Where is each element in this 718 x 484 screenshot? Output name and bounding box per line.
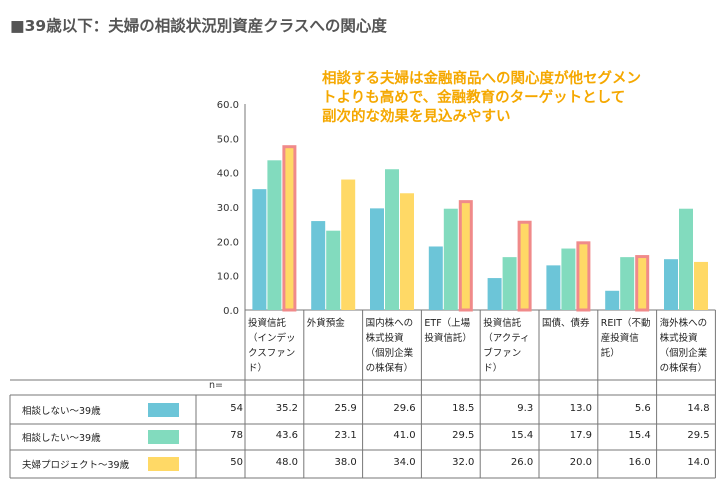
value-cell: 41.0 (393, 430, 416, 441)
value-cell: 32.0 (452, 457, 475, 468)
value-cell: 34.0 (393, 457, 416, 468)
category-label: 外貨預金 (306, 318, 345, 329)
bar (664, 259, 678, 310)
bar (282, 145, 297, 312)
n-value: 78 (230, 430, 243, 441)
callout-line: 相談する夫婦は金融商品への関心度が他セグメン (322, 71, 641, 87)
legend-label: 相談しない〜39歳 (22, 405, 101, 417)
value-cell: 23.1 (334, 430, 357, 441)
bar (635, 255, 650, 312)
y-tick-label: 0.0 (223, 306, 239, 317)
value-cell: 43.6 (275, 430, 298, 441)
bar (620, 257, 635, 310)
value-cell: 14.8 (687, 402, 710, 414)
bar (370, 208, 384, 310)
category-label: 投資信託 （アクティ ブファン ド） (483, 318, 530, 374)
value-cell: 15.4 (510, 430, 534, 441)
value-cell: 29.5 (687, 430, 710, 441)
bar (341, 179, 356, 310)
bar (385, 169, 399, 310)
y-tick-label: 10.0 (217, 272, 239, 283)
category-label: 国債、債券 (542, 318, 590, 329)
n-value: 54 (230, 402, 243, 414)
value-cell: 35.2 (275, 402, 298, 414)
bar (561, 248, 576, 310)
legend-label: 相談したい〜39歳 (22, 433, 101, 444)
bar (267, 160, 282, 310)
bar (252, 189, 267, 310)
y-tick-label: 50.0 (217, 134, 239, 145)
value-cell: 25.9 (334, 402, 357, 414)
bar (576, 241, 591, 312)
legend-swatch (148, 402, 179, 417)
bar (605, 290, 620, 310)
value-cell: 38.0 (334, 457, 357, 468)
value-cell: 14.0 (687, 457, 710, 468)
callout-line: トよりも高めで、金融教育のターゲットとして (322, 90, 626, 106)
y-tick-label: 40.0 (217, 169, 239, 180)
category-label: 投資信託 （インデッ クスファン ド） (248, 318, 296, 374)
bar (517, 220, 532, 312)
n-label: n= (209, 380, 223, 391)
value-cell: 29.6 (393, 402, 416, 414)
value-cell: 20.0 (569, 457, 592, 468)
bar (546, 265, 561, 310)
y-tick-label: 30.0 (217, 203, 239, 214)
value-cell: 17.9 (569, 430, 592, 441)
bar (502, 257, 517, 310)
bar (428, 246, 443, 310)
y-tick-label: 60.0 (217, 100, 239, 111)
category-label: ETF（上場 投資信託） (424, 318, 472, 344)
value-cell: 29.5 (452, 430, 475, 441)
bar (400, 193, 414, 310)
value-cell: 16.0 (628, 457, 651, 468)
value-cell: 18.5 (452, 402, 475, 414)
legend-swatch (148, 430, 179, 444)
bar (326, 230, 341, 310)
value-cell: 13.0 (569, 402, 592, 414)
value-cell: 5.6 (634, 402, 651, 414)
legend-label: 夫婦プロジェクト〜39歳 (22, 460, 130, 471)
value-cell: 48.0 (275, 457, 298, 468)
value-cell: 26.0 (510, 457, 534, 468)
legend-swatch (148, 457, 179, 471)
category-label: REIT（不動 産投資信 託） (600, 318, 651, 359)
bar (458, 200, 473, 312)
bar (311, 221, 326, 310)
value-cell: 15.4 (628, 430, 651, 441)
value-cell: 9.3 (517, 402, 534, 414)
page-title: ■39歳以下：夫婦の相談状況別資産クラスへの関心度 (10, 17, 387, 35)
category-label: 海外株への 株式投資 （個別企業 の株保有） (659, 318, 708, 374)
bar (443, 208, 458, 310)
category-label: 国内株への 株式投資 （個別企業 の株保有） (365, 318, 414, 374)
bar (679, 208, 693, 310)
bar (487, 278, 502, 310)
y-tick-label: 20.0 (217, 237, 239, 248)
bar (694, 261, 708, 310)
n-value: 50 (230, 457, 243, 468)
callout-line: 副次的な効果を見込みやすい (322, 109, 511, 125)
callout-text: 相談する夫婦は金融商品への関心度が他セグメン トよりも高めで、金融教育のターゲッ… (322, 70, 714, 127)
